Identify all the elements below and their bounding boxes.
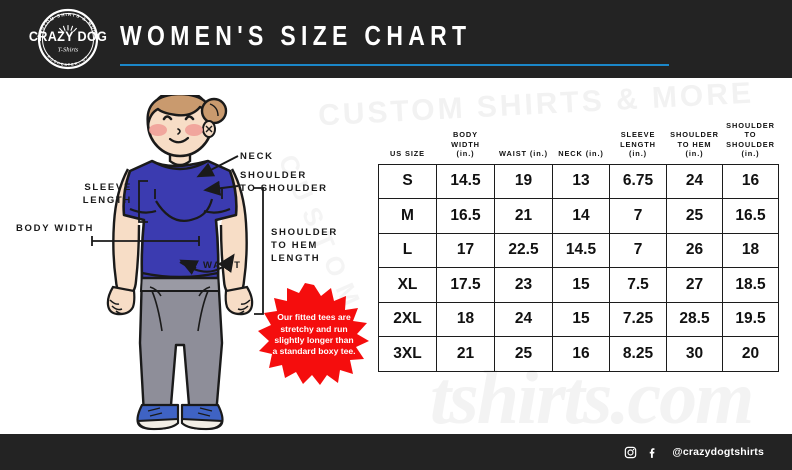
cell-sleeve-length: 7 [609,198,667,234]
page-title: WOMEN'S SIZE CHART [120,20,472,51]
cell-body-width: 21 [436,336,495,372]
label-shoulder-to-hem-length: SHOULDER TO HEM LENGTH [271,227,338,264]
label-body-width: BODY WIDTH [16,223,95,234]
header-body-width: BODY WIDTH (in.) [451,130,480,158]
title-accent-rule [120,64,669,66]
callout-leader-lines [91,155,264,315]
social-links: @crazydogtshirts [624,446,764,459]
cell-waist: 25 [494,336,553,372]
cell-waist: 21 [494,198,553,234]
cell-shoulder-to-hem: 25 [666,198,723,234]
label-waist: WAIST [203,260,242,271]
header-neck: NECK (in.) [558,149,604,158]
cell-neck: 14.5 [552,232,610,268]
cell-size: XL [378,267,437,303]
cell-neck: 13 [552,163,610,199]
cell-body-width: 17 [436,232,495,268]
svg-text:CRAZY DOG: CRAZY DOG [29,28,107,44]
cell-shoulder-to-shoulder: 19.5 [722,301,779,337]
cell-size: M [378,198,437,234]
cell-shoulder-to-hem: 27 [666,267,723,303]
header-waist: WAIST (in.) [499,149,548,158]
cell-body-width: 18 [436,301,495,337]
cell-size: S [378,163,437,199]
facebook-icon[interactable] [646,446,659,459]
table-header-row: US SIZE BODY WIDTH (in.) WAIST (in.) NEC… [379,118,779,164]
cell-shoulder-to-shoulder: 18 [722,232,779,268]
cell-shoulder-to-hem: 26 [666,232,723,268]
cell-sleeve-length: 7.5 [609,267,667,303]
label-neck: NECK [240,151,274,162]
cell-shoulder-to-shoulder: 18.5 [722,267,779,303]
cell-body-width: 16.5 [436,198,495,234]
label-shoulder-to-shoulder: SHOULDER TO SHOULDER [240,170,328,194]
svg-text:T-Shirts: T-Shirts [58,47,79,54]
callout-text: Our fitted tees are stretchy and run sli… [272,312,356,357]
cell-sleeve-length: 6.75 [609,163,667,199]
cell-shoulder-to-hem: 24 [666,163,723,199]
social-handle[interactable]: @crazydogtshirts [672,446,764,458]
cell-body-width: 17.5 [436,267,495,303]
cell-shoulder-to-hem: 30 [666,336,723,372]
cell-shoulder-to-shoulder: 16 [722,163,779,199]
cell-shoulder-to-shoulder: 20 [722,336,779,372]
cell-neck: 15 [552,301,610,337]
label-sleeve-length: SLEEVE LENGTH [82,182,132,206]
header-shoulder-to-shoulder: SHOULDER TO SHOULDER (in.) [726,120,775,159]
starburst-shape [258,283,369,385]
size-table: US SIZE BODY WIDTH (in.) WAIST (in.) NEC… [378,118,779,372]
cell-body-width: 14.5 [436,163,495,199]
instagram-icon[interactable] [624,446,637,459]
cell-sleeve-length: 8.25 [609,336,667,372]
cell-size: 2XL [378,301,437,337]
size-table-wrap: US SIZE BODY WIDTH (in.) WAIST (in.) NEC… [378,118,779,372]
page-footer: @crazydogtshirts [0,434,792,470]
cell-neck: 14 [552,198,610,234]
cell-size: L [378,232,437,268]
fitted-tee-callout: Our fitted tees are stretchy and run sli… [258,283,370,387]
cell-waist: 19 [494,163,553,199]
page-header: CUSTOM SHIRTS & MORE ROCHESTER, NY CRAZY… [0,0,792,78]
table-row: XL 17.5 23 15 7.5 27 18.5 [378,267,779,303]
cell-sleeve-length: 7 [609,232,667,268]
crazy-dog-logo: CUSTOM SHIRTS & MORE ROCHESTER, NY CRAZY… [27,8,109,70]
table-row: 2XL 18 24 15 7.25 28.5 19.5 [378,301,779,337]
cell-neck: 16 [552,336,610,372]
header-us-size: US SIZE [389,149,426,158]
table-row: M 16.5 21 14 7 25 16.5 [378,198,779,234]
table-row: 3XL 21 25 16 8.25 30 20 [378,336,779,372]
cell-waist: 23 [494,267,553,303]
table-row: L 17 22.5 14.5 7 26 18 [378,232,779,268]
cell-size: 3XL [378,336,437,372]
cell-neck: 15 [552,267,610,303]
cell-waist: 22.5 [494,232,553,268]
table-row: S 14.5 19 13 6.75 24 16 [378,163,779,199]
cell-shoulder-to-hem: 28.5 [666,301,723,337]
cell-sleeve-length: 7.25 [609,301,667,337]
header-shoulder-to-hem: SHOULDER TO HEM (in.) [670,130,719,158]
cell-shoulder-to-shoulder: 16.5 [722,198,779,234]
page-title-wrap: WOMEN'S SIZE CHART [120,22,720,50]
header-sleeve-length: SLEEVE LENGTH (in.) [620,130,656,158]
cell-waist: 24 [494,301,553,337]
woman-figure-illustration [90,88,320,435]
